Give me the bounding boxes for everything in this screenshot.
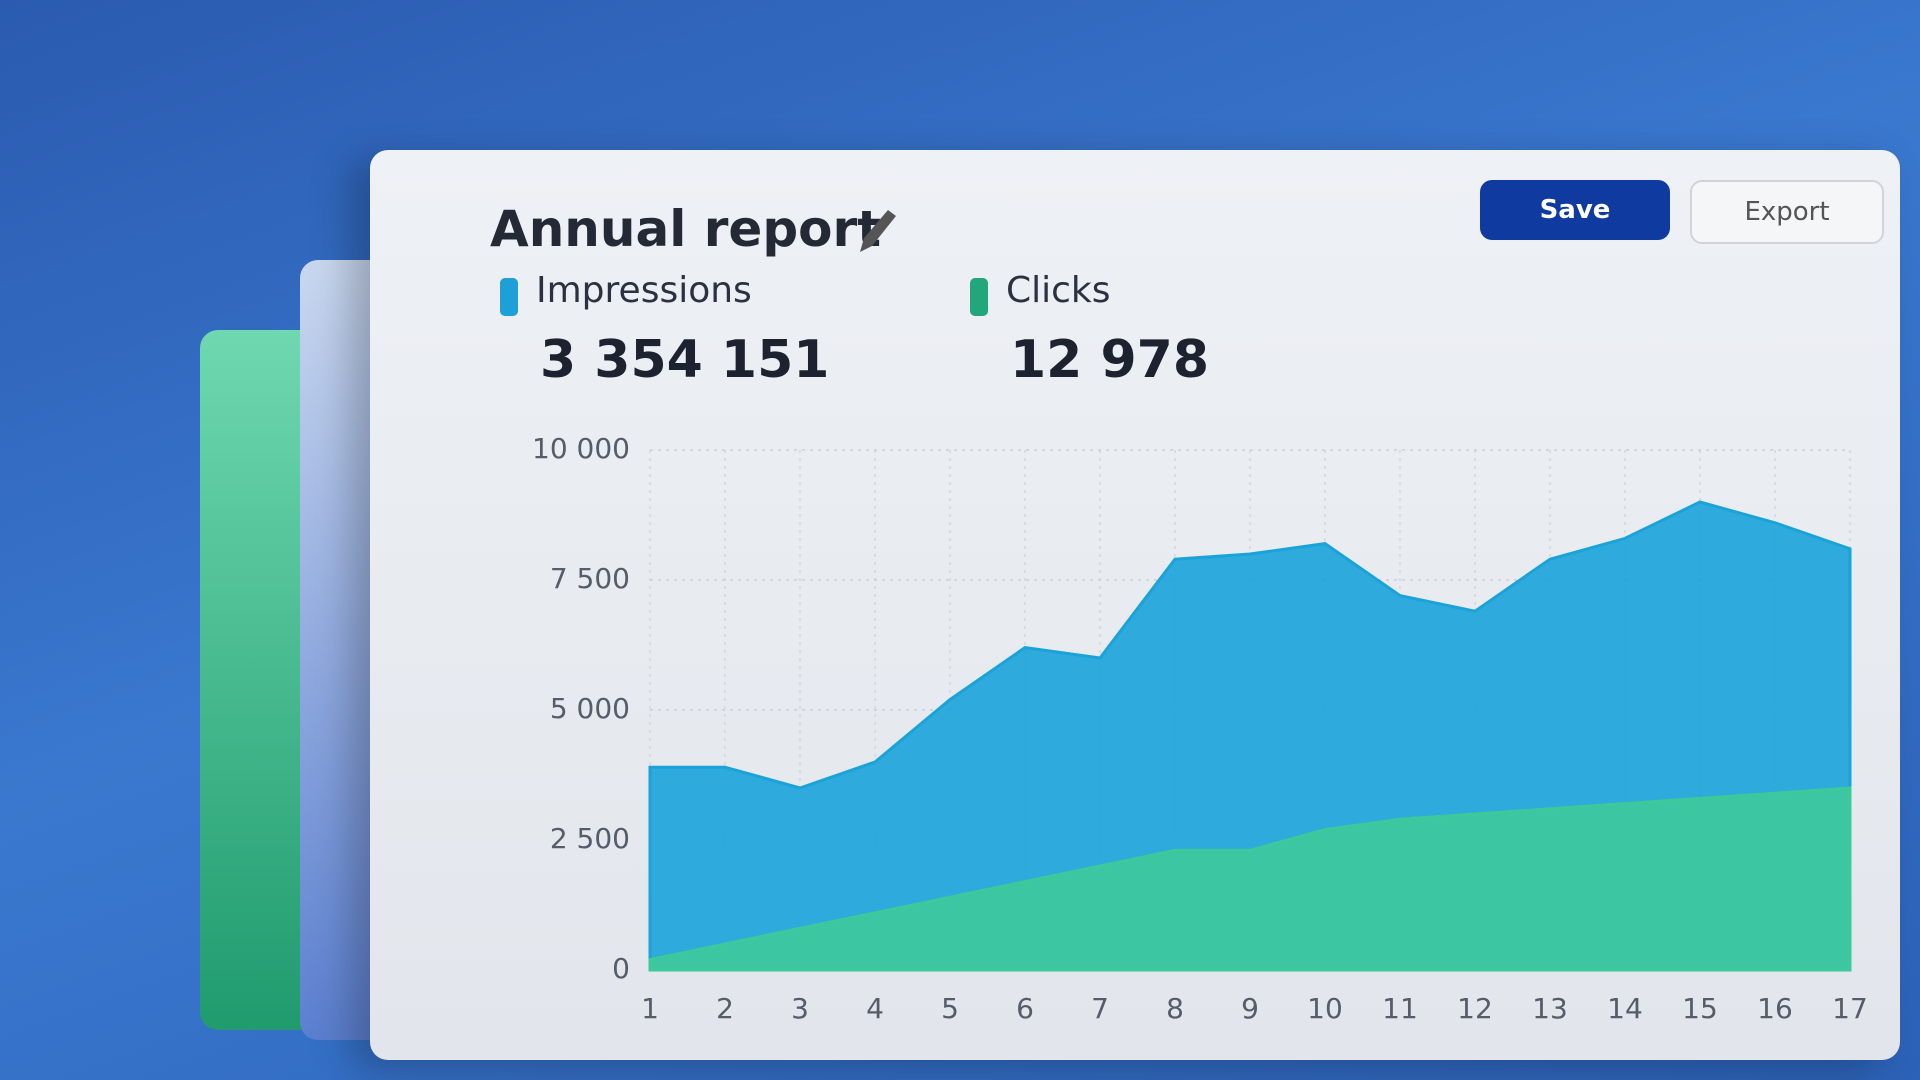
x-tick-label: 4 — [866, 992, 884, 1025]
x-tick-label: 12 — [1457, 992, 1493, 1025]
y-tick-label: 5 000 — [550, 692, 630, 725]
stat-name: Impressions — [536, 270, 752, 311]
stat-total: 3 354 151 — [540, 330, 830, 390]
stat-marker — [500, 278, 518, 316]
x-tick-label: 7 — [1091, 992, 1109, 1025]
y-tick-label: 7 500 — [550, 562, 630, 595]
report-card: Annual report Save Export Impressions 3 … — [370, 150, 1900, 1060]
report-title: Annual report — [490, 200, 882, 258]
export-button[interactable]: Export — [1690, 180, 1884, 244]
x-tick-label: 11 — [1382, 992, 1418, 1025]
x-tick-label: 13 — [1532, 992, 1568, 1025]
y-tick-label: 2 500 — [550, 822, 630, 855]
x-tick-label: 14 — [1607, 992, 1643, 1025]
x-tick-label: 5 — [941, 992, 959, 1025]
x-tick-label: 15 — [1682, 992, 1718, 1025]
x-tick-label: 1 — [641, 992, 659, 1025]
y-tick-label: 0 — [612, 952, 630, 985]
x-tick-label: 2 — [716, 992, 734, 1025]
y-tick-label: 10 000 — [532, 432, 630, 465]
stat-name: Clicks — [1006, 270, 1111, 311]
stat-marker — [970, 278, 988, 316]
x-tick-label: 10 — [1307, 992, 1343, 1025]
x-tick-label: 3 — [791, 992, 809, 1025]
area — [648, 786, 1852, 972]
x-tick-label: 8 — [1166, 992, 1184, 1025]
x-tick-label: 9 — [1241, 992, 1259, 1025]
x-tick-label: 16 — [1757, 992, 1793, 1025]
edit-icon[interactable] — [850, 202, 900, 262]
stat-total: 12 978 — [1010, 330, 1210, 390]
save-button[interactable]: Save — [1480, 180, 1670, 240]
x-tick-label: 6 — [1016, 992, 1034, 1025]
x-tick-label: 17 — [1832, 992, 1868, 1025]
